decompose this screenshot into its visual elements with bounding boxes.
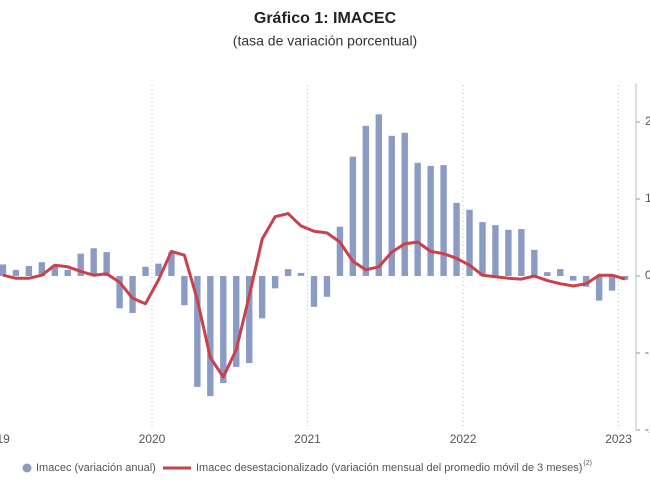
bar [77,253,84,276]
bar [258,276,266,319]
bar [336,226,344,276]
bar [310,276,318,307]
bar [479,222,486,276]
bar [246,276,253,364]
bar [142,266,149,276]
bar [608,276,616,291]
y-tick-label: -20 [645,422,650,436]
bar [388,135,395,276]
bar [505,229,512,276]
bar [401,132,408,276]
x-tick-label: 2022 [450,432,477,446]
bar [531,249,538,276]
bar [362,125,370,276]
bar [297,272,305,276]
bar [570,276,577,281]
bar [349,156,357,276]
bar [466,209,473,276]
bar [25,265,33,276]
bar [595,276,603,301]
bar [440,165,447,276]
bar [103,252,110,276]
bar [233,276,240,367]
bar [453,202,460,276]
bar [220,276,227,384]
x-tick-label: 2019 [0,432,10,446]
bar [284,269,292,276]
chart-subtitle: (tasa de variación porcentual) [233,33,417,49]
legend-label: Imacec desestacionalizado (variación men… [196,462,582,474]
bar [544,272,551,276]
chart-title: Gráfico 1: IMACEC [254,10,397,27]
bar [155,263,162,276]
bar [38,262,46,276]
bar [51,265,58,276]
bar [181,276,188,306]
line [2,212,626,379]
x-tick-label: 2021 [294,432,321,446]
bar [194,276,201,387]
bar [116,276,123,309]
bar [168,252,175,276]
bar [414,162,421,276]
y-tick-label: 0 [645,268,650,282]
bar [375,114,382,276]
x-tick-label: 2020 [139,432,166,446]
legend-note: (2) [583,460,592,467]
bar [207,276,214,397]
x-tick-label: 2023 [605,432,632,446]
legend-marker [22,463,32,473]
bar [0,264,7,276]
bar [323,276,331,297]
y-tick-label: -10 [645,345,650,359]
bar [518,229,525,276]
y-tick-label: 20 [645,114,650,128]
y-tick-label: 10 [645,191,650,205]
bar [90,248,97,276]
bar [12,269,20,276]
bar [271,276,279,289]
bar [129,276,136,313]
bar [64,269,71,276]
bar [492,225,499,276]
legend-label: Imacec (variación anual) [36,462,156,474]
bar [582,276,590,287]
bar [427,165,434,276]
bar [557,269,564,276]
